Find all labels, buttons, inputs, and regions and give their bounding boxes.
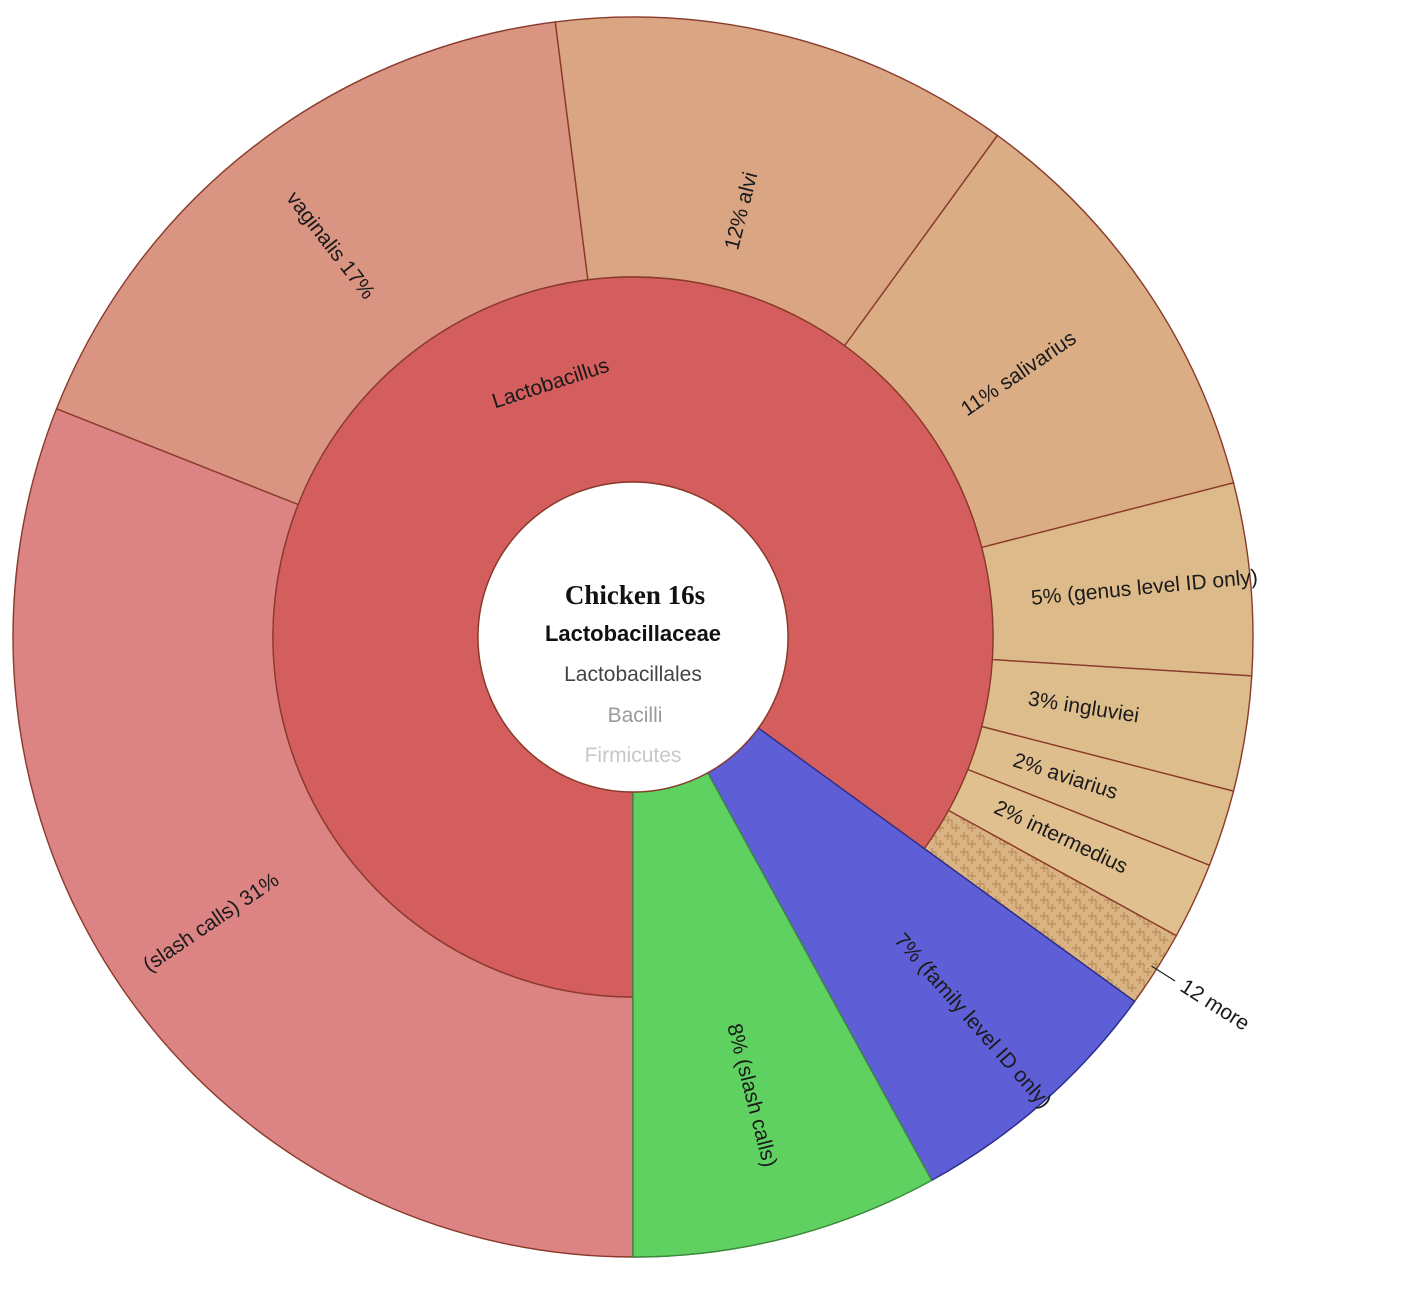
center-lineage-family: Lactobacillaceae xyxy=(545,621,721,646)
center-lineage-order: Lactobacillales xyxy=(564,663,702,686)
center-title: Chicken 16s xyxy=(565,580,705,610)
callout-line xyxy=(1151,965,1176,982)
center-hub: Chicken 16s Lactobacillaceae Lactobacill… xyxy=(477,481,789,793)
center-lineage-class: Bacilli xyxy=(608,704,663,727)
inner-ring xyxy=(272,276,1136,1258)
outer-label-8: 12 more xyxy=(1176,975,1253,1036)
center-circle xyxy=(477,481,789,793)
center-lineage-phylum: Firmicutes xyxy=(585,744,682,767)
